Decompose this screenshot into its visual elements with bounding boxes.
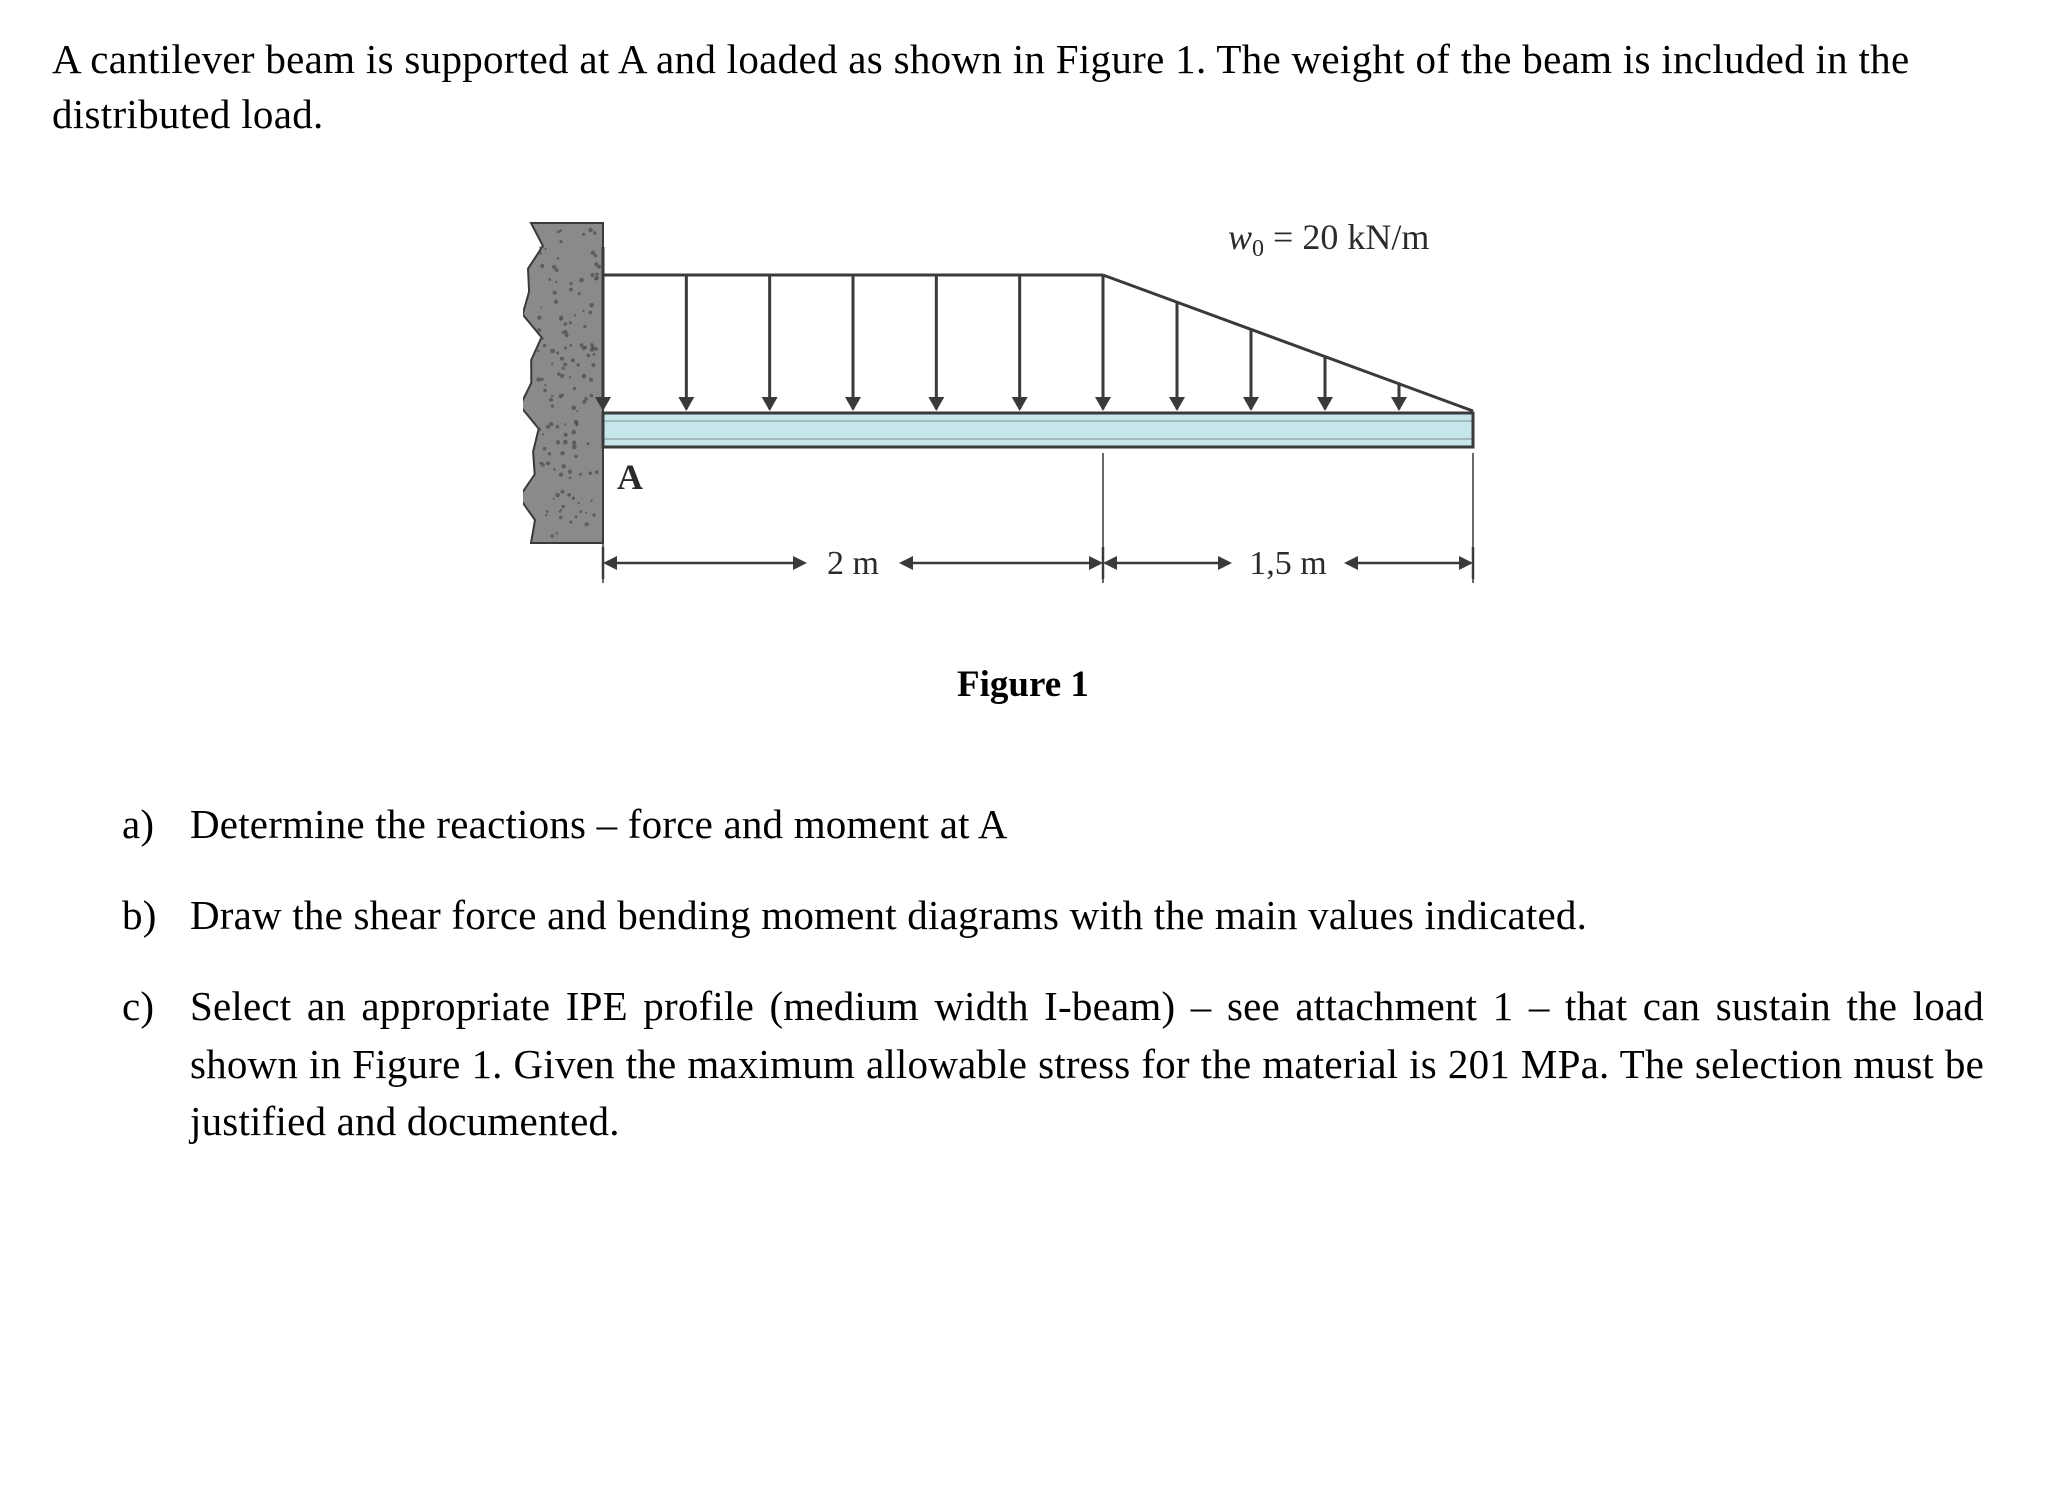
question-letter: a) xyxy=(122,796,190,853)
beam-figure: w0 = 20 kN/m A 2 m 1,5 m xyxy=(523,193,1523,633)
svg-text:A: A xyxy=(617,457,643,497)
svg-text:w0 = 20 kN/m: w0 = 20 kN/m xyxy=(1228,217,1429,262)
svg-text:2 m: 2 m xyxy=(827,545,879,582)
question-list: a) Determine the reactions – force and m… xyxy=(52,796,1994,1151)
question-letter: c) xyxy=(122,978,190,1150)
question-item: a) Determine the reactions – force and m… xyxy=(122,796,1984,853)
problem-statement: A cantilever beam is supported at A and … xyxy=(52,32,1994,143)
question-text: Select an appropriate IPE profile (mediu… xyxy=(190,978,1984,1150)
svg-text:1,5 m: 1,5 m xyxy=(1249,545,1326,582)
question-letter: b) xyxy=(122,887,190,944)
question-item: b) Draw the shear force and bending mome… xyxy=(122,887,1984,944)
question-item: c) Select an appropriate IPE profile (me… xyxy=(122,978,1984,1150)
question-text: Draw the shear force and bending moment … xyxy=(190,887,1984,944)
question-text: Determine the reactions – force and mome… xyxy=(190,796,1984,853)
figure-caption: Figure 1 xyxy=(52,663,1994,706)
figure-container: w0 = 20 kN/m A 2 m 1,5 m xyxy=(52,193,1994,633)
